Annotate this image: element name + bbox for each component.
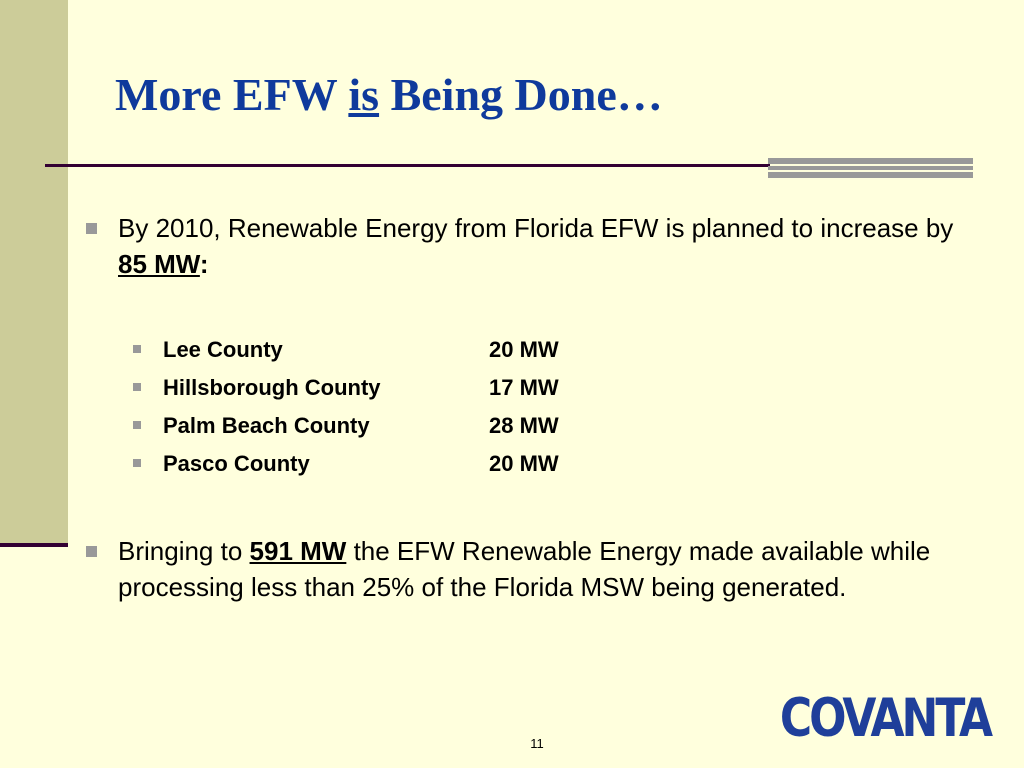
deco-bar xyxy=(768,158,973,164)
title-emphasis: is xyxy=(348,69,380,120)
county-capacity: 20 MW xyxy=(489,337,559,362)
bullet-marker xyxy=(133,383,141,391)
slide-title: More EFW is Being Done… xyxy=(115,68,663,121)
bullet-marker xyxy=(86,223,97,234)
county-name: Lee County xyxy=(163,337,283,362)
county-capacity: 17 MW xyxy=(489,375,559,400)
logo: COVANTA xyxy=(779,688,993,750)
bullet-marker xyxy=(133,459,141,467)
bullet-marker xyxy=(86,546,97,557)
bullet: By 2010, Renewable Energy from Florida E… xyxy=(86,210,978,282)
deco-bar xyxy=(768,166,973,170)
bullet-text: the EFW Renewable Energy made available … xyxy=(118,536,931,602)
county-name: Palm Beach County xyxy=(163,413,370,438)
page-number: 11 xyxy=(530,736,544,751)
bullet: Bringing to 591 MW the EFW Renewable Ene… xyxy=(86,533,978,605)
county-capacity: 28 MW xyxy=(489,413,559,438)
title-text: Being Done… xyxy=(379,69,663,120)
bullet-text: By 2010, Renewable Energy from Florida E… xyxy=(118,213,954,243)
title-rule xyxy=(45,164,770,167)
bullet-text: : xyxy=(199,249,209,279)
side-rule xyxy=(0,543,68,547)
bullet-marker xyxy=(133,345,141,353)
county-name: Hillsborough County xyxy=(163,375,381,400)
bullet-highlight: 85 MW xyxy=(118,249,200,279)
side-strip xyxy=(0,0,68,545)
deco-bar xyxy=(768,172,973,178)
title-text: More EFW xyxy=(115,69,349,120)
county-name: Pasco County xyxy=(163,451,310,476)
county-capacity: 20 MW xyxy=(489,451,559,476)
bullet-marker xyxy=(133,421,141,429)
bullet-highlight: 591 MW xyxy=(249,536,347,566)
bullet-text: Bringing to xyxy=(118,536,250,566)
